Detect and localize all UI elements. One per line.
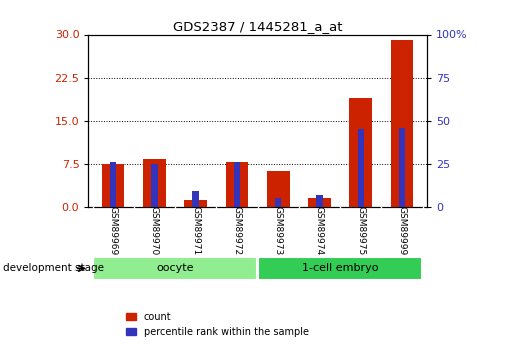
Bar	[234, 162, 240, 207]
Bar	[226, 162, 248, 207]
FancyBboxPatch shape	[259, 257, 422, 280]
Bar	[391, 40, 413, 207]
Text: development stage: development stage	[3, 264, 104, 273]
Text: GSM89972: GSM89972	[232, 206, 241, 255]
Text: 1-cell embryo: 1-cell embryo	[302, 263, 378, 273]
Text: GSM89971: GSM89971	[191, 206, 200, 255]
Bar	[399, 128, 405, 207]
Bar	[143, 159, 166, 207]
Text: GSM89969: GSM89969	[109, 206, 118, 255]
Bar	[192, 191, 199, 207]
Title: GDS2387 / 1445281_a_at: GDS2387 / 1445281_a_at	[173, 20, 342, 33]
Bar	[267, 171, 289, 207]
Text: GSM89975: GSM89975	[356, 206, 365, 255]
Text: GSM89970: GSM89970	[150, 206, 159, 255]
Text: GSM89973: GSM89973	[274, 206, 283, 255]
Text: oocyte: oocyte	[156, 263, 194, 273]
Text: GSM89974: GSM89974	[315, 206, 324, 255]
FancyBboxPatch shape	[93, 257, 257, 280]
Bar	[275, 198, 281, 207]
Legend: count, percentile rank within the sample: count, percentile rank within the sample	[126, 312, 309, 337]
Bar	[308, 198, 331, 207]
Bar	[358, 129, 364, 207]
Bar	[151, 164, 158, 207]
Text: GSM89999: GSM89999	[397, 206, 407, 255]
Bar	[184, 200, 207, 207]
Bar	[102, 164, 124, 207]
Bar	[110, 162, 116, 207]
Bar	[316, 195, 323, 207]
Bar	[349, 98, 372, 207]
